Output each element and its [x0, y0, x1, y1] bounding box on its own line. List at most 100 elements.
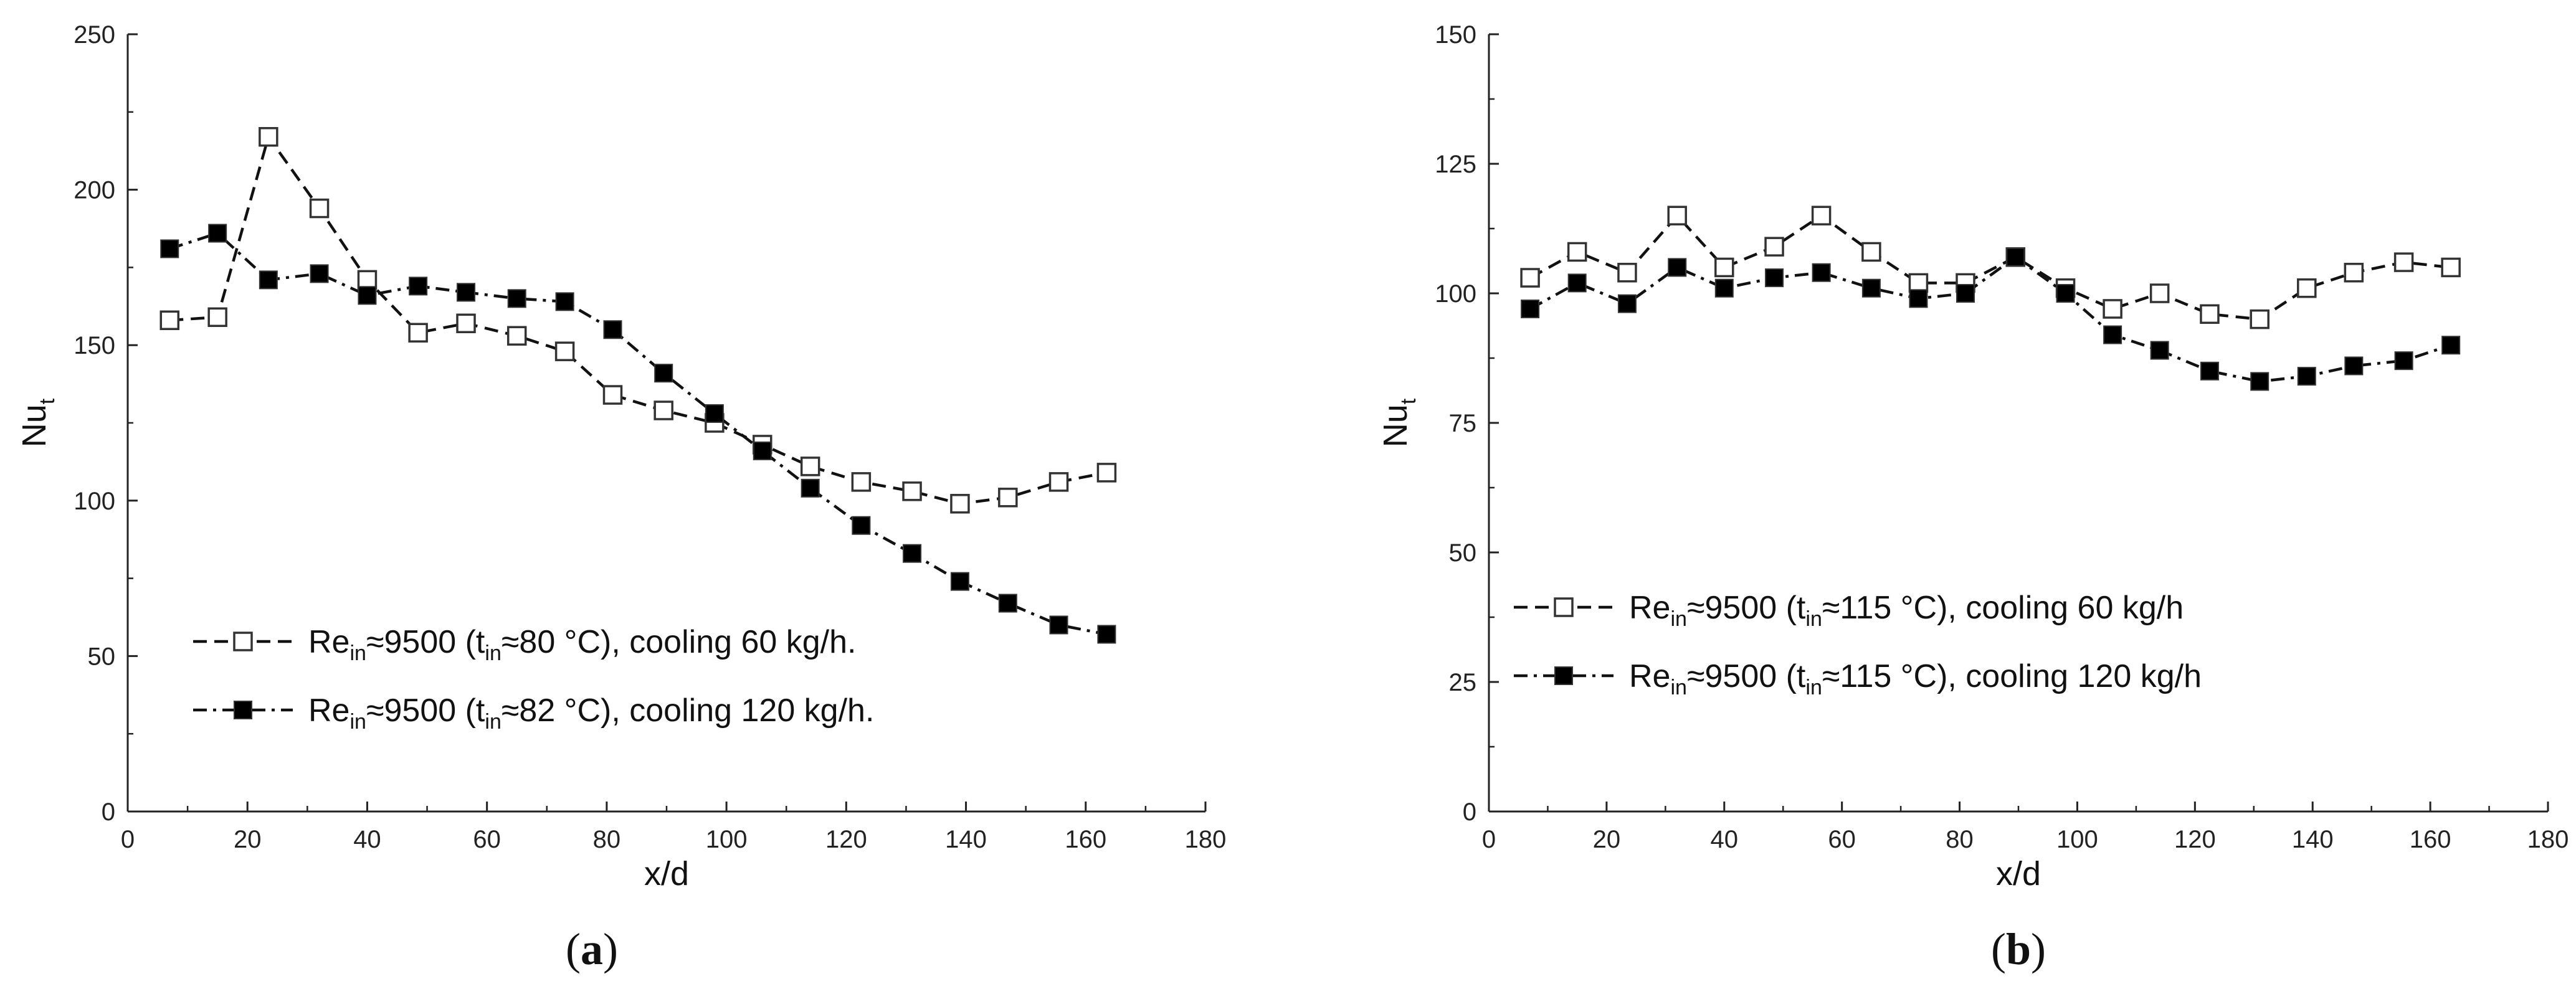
- series-1-point: [851, 472, 872, 492]
- series-1-point: [2297, 278, 2317, 298]
- y-tick-label: 250: [74, 21, 115, 49]
- y-tick-label: 0: [102, 798, 115, 826]
- y-tick-label: 75: [1449, 410, 1477, 437]
- series-2-point: [1049, 615, 1068, 635]
- series-2-point: [1812, 263, 1831, 282]
- series-1-point: [2250, 309, 2269, 329]
- series-2-point: [1617, 294, 1637, 313]
- series-1-point: [309, 198, 330, 219]
- legend-re: Re: [308, 693, 349, 729]
- x-tick-label: 160: [1065, 826, 1106, 853]
- series-1-point: [1861, 242, 1881, 262]
- x-tick-label: 20: [1593, 826, 1621, 853]
- x-tick-label: 120: [825, 826, 867, 853]
- legend-condition: ≈115 °C), cooling 60 kg/h: [1822, 590, 2184, 626]
- series-2-point: [310, 264, 329, 283]
- y-tick-label: 25: [1449, 669, 1477, 696]
- y-axis-title: Nut: [1377, 398, 1420, 447]
- series-1-point: [2393, 252, 2414, 272]
- legend-condition: ≈80 °C), cooling 60 kg/h.: [501, 624, 857, 660]
- y-tick-label: 125: [1435, 151, 1476, 178]
- series-1-point: [2200, 304, 2220, 324]
- series-1-point: [1667, 206, 1687, 225]
- series-1-point: [2149, 283, 2170, 303]
- series-2-point: [950, 572, 969, 591]
- legend-t-subscript: in: [485, 641, 501, 665]
- legend-re-subscript: in: [1670, 676, 1686, 699]
- y-tick-label: 100: [74, 488, 115, 515]
- legend-label-1: Rein≈9500 (tin≈115 °C), cooling 60 kg/h: [1629, 590, 2184, 631]
- series-2-point: [208, 224, 227, 243]
- y-tick-label: 150: [1435, 21, 1476, 49]
- x-tick-label: 40: [353, 826, 381, 853]
- series-2-point: [507, 289, 526, 308]
- legend-re-value: ≈9500 (t: [366, 693, 485, 729]
- legend-re-subscript: in: [349, 641, 366, 665]
- series-1-point: [357, 270, 378, 290]
- legend-label-1: Rein≈9500 (tin≈80 °C), cooling 60 kg/h.: [308, 624, 857, 665]
- legend-re: Re: [1629, 590, 1670, 626]
- y-tick-label: 0: [1463, 798, 1476, 826]
- panel-label-close: ): [2031, 924, 2046, 974]
- legend-re-value: ≈9500 (t: [366, 624, 485, 660]
- series-1-point: [506, 326, 527, 346]
- x-tick-label: 180: [1185, 826, 1227, 853]
- series-2-point: [160, 239, 179, 258]
- series-2-point: [2441, 336, 2461, 355]
- legend-t-subscript: in: [485, 710, 501, 734]
- y-tick-label: 50: [1449, 539, 1477, 567]
- legend-label-2: Rein≈9500 (tin≈82 °C), cooling 120 kg/h.: [308, 693, 874, 734]
- series-2-point: [2150, 341, 2169, 360]
- x-tick-label: 140: [2292, 826, 2334, 853]
- series-2-point: [998, 594, 1017, 613]
- x-tick-label: 80: [1946, 826, 1974, 853]
- series-2-point: [358, 286, 377, 305]
- series-line-1: [169, 133, 1107, 506]
- series-1-point: [1617, 262, 1637, 283]
- legend-t-subscript: in: [1805, 607, 1822, 631]
- legend-re: Re: [308, 624, 349, 660]
- series-1-point: [800, 457, 820, 476]
- series-2-point: [2297, 367, 2316, 386]
- legend-marker-1: [233, 632, 253, 651]
- series-1-point: [554, 341, 575, 361]
- series-2-point: [1956, 284, 1975, 303]
- x-tick-label: 60: [473, 826, 501, 853]
- x-tick-label: 100: [2056, 826, 2098, 853]
- legend-marker-2: [1554, 666, 1573, 685]
- legend-re-subscript: in: [349, 710, 366, 734]
- legend-re-subscript: in: [1670, 607, 1686, 631]
- series-1-point: [207, 307, 227, 328]
- x-tick-label: 120: [2174, 826, 2216, 853]
- y-axis-title-subscript: t: [36, 398, 59, 404]
- series-1-point: [456, 313, 476, 334]
- x-tick-label: 80: [593, 826, 621, 853]
- legend-condition: ≈115 °C), cooling 120 kg/h: [1822, 658, 2202, 694]
- panel-label-letter: a: [581, 924, 603, 974]
- series-1-point: [2441, 257, 2461, 278]
- panel-label-open: (: [1991, 924, 2006, 974]
- series-2-point: [1714, 278, 1734, 298]
- series-2-point: [801, 478, 820, 498]
- series-1-point: [1096, 463, 1117, 483]
- y-tick-label: 50: [88, 643, 116, 670]
- series-1-point: [902, 481, 922, 501]
- panel-label: (a): [566, 924, 618, 974]
- series-2-point: [1567, 273, 1587, 293]
- series-1-point: [950, 494, 970, 514]
- panel-label: (b): [1991, 924, 2046, 974]
- series-2-point: [1765, 268, 1784, 288]
- series-2-point: [903, 544, 922, 563]
- y-axis-title: Nut: [16, 398, 59, 447]
- legend-marker-1: [1554, 597, 1574, 617]
- series-2-point: [1521, 299, 1540, 318]
- series-1-point: [159, 310, 180, 331]
- legend-condition: ≈82 °C), cooling 120 kg/h.: [501, 693, 875, 729]
- chart-panel-a: 0 20 40 60 80 100 120 140 160 180 0 50 100 150 200 250 x…: [16, 21, 1226, 974]
- series-1-point: [1048, 472, 1069, 492]
- series-2-point: [753, 441, 772, 460]
- x-tick-label: 60: [1828, 826, 1856, 853]
- series-1-point: [998, 488, 1018, 508]
- series-1-point: [408, 323, 428, 343]
- series-2-point: [2394, 351, 2413, 371]
